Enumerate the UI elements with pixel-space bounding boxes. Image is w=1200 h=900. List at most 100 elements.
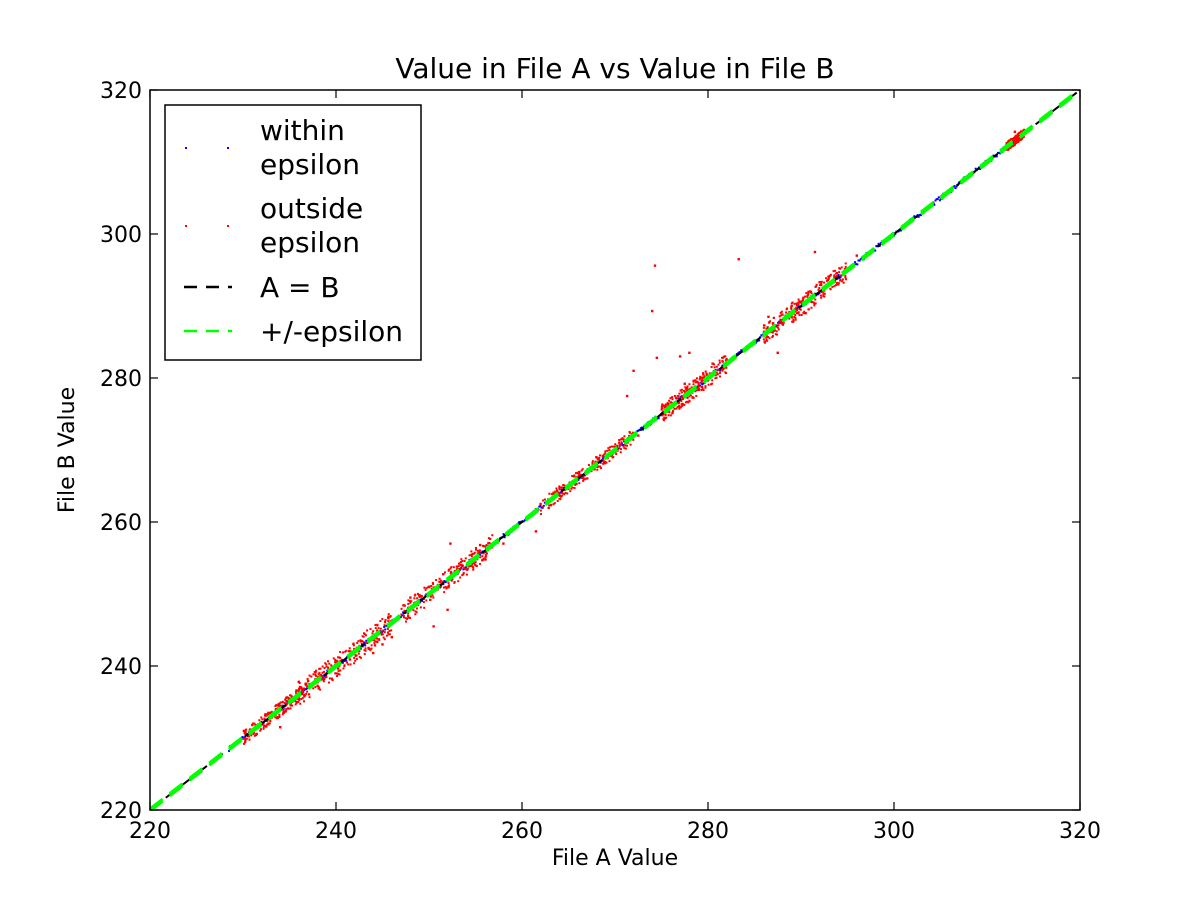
outside-epsilon-point — [601, 454, 604, 457]
outside-epsilon-point — [294, 699, 297, 702]
outside-epsilon-point — [476, 552, 479, 555]
outside-epsilon-point — [818, 281, 821, 284]
outside-epsilon-point — [306, 679, 310, 683]
within-epsilon-point — [974, 167, 977, 170]
outside-epsilon-point — [765, 338, 768, 341]
within-epsilon-point — [919, 214, 922, 217]
outside-epsilon-point — [688, 399, 691, 402]
outside-epsilon-point — [722, 356, 725, 359]
outside-epsilon-point — [247, 735, 250, 738]
outside-epsilon-point — [459, 563, 462, 566]
outside-epsilon-point — [552, 492, 555, 495]
outside-epsilon-point — [793, 316, 796, 319]
outside-epsilon-point — [721, 356, 724, 359]
outside-epsilon-point — [785, 307, 788, 310]
outside-epsilon-point — [339, 659, 342, 662]
outside-epsilon-point — [575, 482, 578, 485]
outside-epsilon-point — [660, 408, 663, 411]
outside-epsilon-point — [596, 468, 599, 471]
within-epsilon-point — [363, 641, 366, 644]
outside-epsilon-point — [618, 439, 621, 442]
outside-epsilon-point — [628, 435, 631, 438]
outside-epsilon-point — [558, 488, 561, 491]
outside-epsilon-point — [336, 675, 339, 678]
outside-epsilon-point — [339, 669, 342, 672]
outside-epsilon-point — [308, 696, 311, 699]
within-epsilon-point — [479, 553, 482, 556]
outside-epsilon-point — [567, 487, 570, 490]
outside-epsilon-point — [1017, 139, 1020, 142]
outside-epsilon-point — [449, 542, 452, 545]
outside-epsilon-point — [285, 708, 288, 711]
outside-epsilon-point — [400, 613, 403, 616]
outside-epsilon-point — [697, 384, 700, 387]
outside-epsilon-point — [1014, 136, 1017, 139]
outside-epsilon-point — [705, 374, 708, 376]
outside-epsilon-point — [839, 279, 842, 282]
outside-epsilon-point — [798, 308, 801, 311]
outside-epsilon-point — [599, 465, 601, 468]
outside-epsilon-point — [317, 672, 320, 675]
outside-epsilon-point — [682, 389, 685, 392]
outside-epsilon-point — [702, 376, 705, 379]
outside-epsilon-point — [453, 569, 456, 572]
outside-epsilon-point — [558, 492, 561, 495]
within-epsilon-point — [839, 276, 842, 279]
outside-epsilon-point — [306, 690, 309, 693]
outside-epsilon-point — [390, 629, 393, 632]
outside-epsilon-point — [793, 302, 796, 305]
outside-epsilon-point — [413, 594, 416, 597]
outside-epsilon-point — [446, 586, 449, 589]
outside-epsilon-point — [837, 283, 840, 286]
outside-epsilon-point — [315, 669, 318, 672]
outside-epsilon-point — [258, 719, 261, 722]
outside-epsilon-point — [299, 702, 302, 705]
outside-epsilon-point — [799, 308, 802, 311]
outside-epsilon-point — [244, 738, 247, 741]
outside-epsilon-point — [445, 587, 448, 590]
outside-epsilon-point — [684, 401, 687, 404]
outside-epsilon-point — [655, 356, 659, 360]
outside-epsilon-point — [457, 565, 460, 568]
outside-epsilon-point — [683, 382, 686, 385]
outside-epsilon-point — [781, 313, 784, 316]
outside-epsilon-point — [844, 276, 847, 279]
outside-epsilon-point — [843, 268, 846, 271]
within-epsilon-point — [955, 185, 958, 188]
outside-epsilon-point — [387, 633, 390, 636]
within-epsilon-point — [522, 520, 525, 523]
outside-epsilon-point — [788, 317, 791, 320]
x-axis-title: File A Value — [552, 846, 678, 871]
outside-epsilon-point — [790, 306, 793, 309]
outside-epsilon-point — [679, 406, 682, 409]
outside-epsilon-point — [594, 460, 597, 463]
outside-epsilon-point — [779, 314, 782, 317]
outside-epsilon-point — [487, 537, 490, 540]
within-epsilon-point — [502, 533, 505, 536]
outside-epsilon-point — [717, 368, 720, 371]
outside-epsilon-point — [590, 470, 593, 473]
outside-epsilon-point — [1012, 138, 1015, 141]
outside-epsilon-point — [283, 711, 286, 714]
x-tick-label: 240 — [315, 819, 357, 844]
outside-epsilon-point — [305, 692, 308, 695]
outside-epsilon-point — [367, 646, 370, 650]
outside-epsilon-point — [614, 443, 617, 446]
within-epsilon-point — [934, 199, 937, 202]
outside-epsilon-point — [597, 458, 600, 461]
within-epsilon-point — [757, 339, 760, 342]
outside-epsilon-point — [698, 389, 701, 392]
within-epsilon-point — [854, 261, 857, 264]
epsilon-lower-line — [150, 90, 1080, 810]
outside-epsilon-point — [425, 587, 428, 590]
outside-epsilon-point — [383, 631, 386, 634]
outside-epsilon-point — [835, 284, 838, 287]
outside-epsilon-point — [263, 717, 266, 720]
outside-epsilon-point — [790, 304, 793, 308]
outside-epsilon-point — [469, 565, 472, 568]
legend-label: A = B — [260, 271, 340, 304]
x-tick-label: 220 — [129, 819, 171, 844]
outside-epsilon-point — [479, 556, 482, 559]
outside-epsilon-point — [487, 542, 490, 545]
